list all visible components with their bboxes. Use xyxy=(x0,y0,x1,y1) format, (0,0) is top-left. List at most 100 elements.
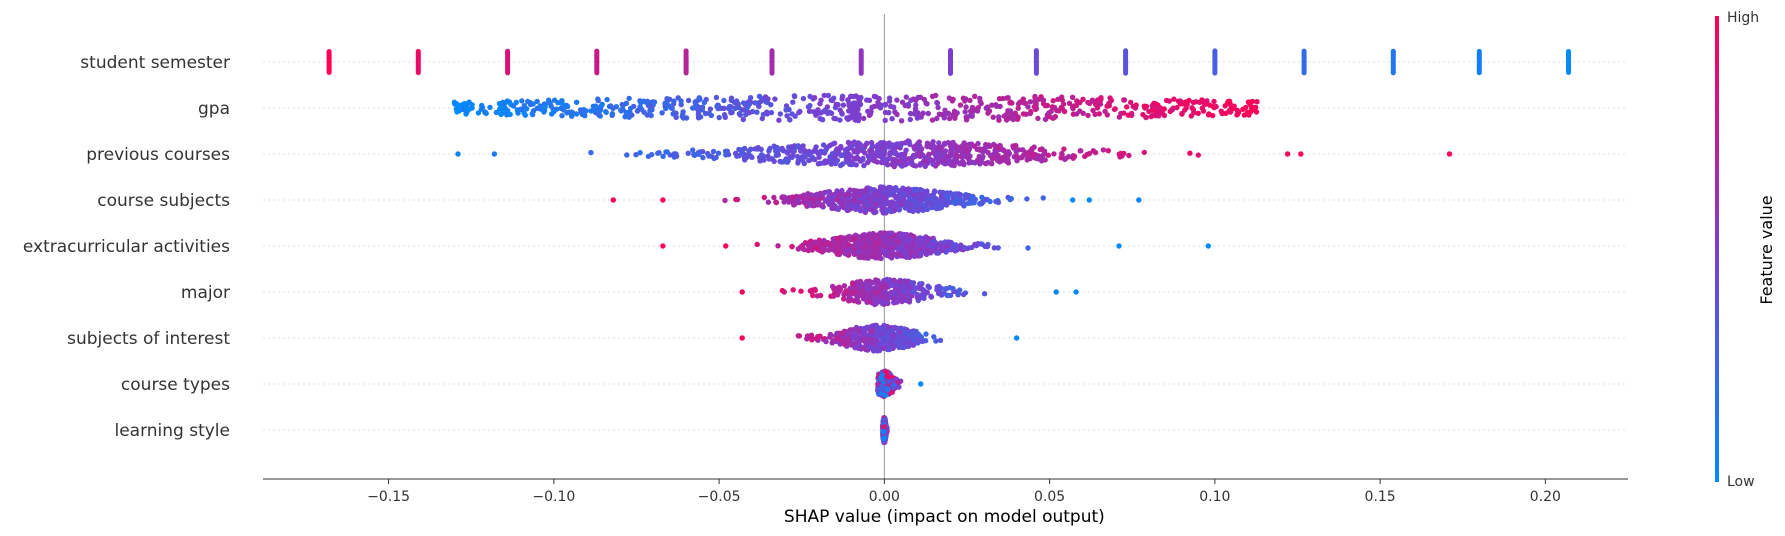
shap-point xyxy=(807,108,813,114)
shap-point xyxy=(880,280,886,286)
shap-point xyxy=(769,48,775,76)
shap-point xyxy=(1219,110,1225,117)
shap-point xyxy=(864,286,871,292)
shap-point xyxy=(824,159,830,165)
shap-point xyxy=(972,93,978,100)
shap-point xyxy=(588,108,594,114)
shap-point xyxy=(962,98,968,104)
shap-point xyxy=(1116,243,1122,249)
shap-point xyxy=(886,140,892,146)
shap-point xyxy=(802,196,808,202)
shap-point xyxy=(1150,112,1156,119)
shap-point xyxy=(887,230,893,236)
shap-point xyxy=(949,140,956,146)
x-tick-label: −0.10 xyxy=(532,489,575,505)
shap-point xyxy=(961,200,967,207)
shap-point xyxy=(848,248,854,254)
shap-point xyxy=(938,204,945,211)
shap-point xyxy=(923,234,929,240)
shap-point xyxy=(801,160,807,167)
shap-point xyxy=(919,191,925,197)
shap-point xyxy=(807,241,813,248)
shap-point xyxy=(1136,197,1142,203)
shap-point xyxy=(860,337,866,344)
shap-point xyxy=(941,115,947,121)
shap-point xyxy=(789,111,795,117)
shap-point xyxy=(841,296,847,302)
shap-point xyxy=(860,155,866,162)
shap-point xyxy=(735,101,741,107)
shap-point xyxy=(510,103,517,109)
shap-point xyxy=(515,110,521,116)
shap-point xyxy=(537,103,543,109)
shap-point xyxy=(740,100,747,106)
shap-point xyxy=(846,102,852,109)
shap-point xyxy=(734,153,740,159)
shap-point xyxy=(502,105,508,111)
shap-point xyxy=(891,104,897,110)
shap-point xyxy=(695,109,702,115)
shap-point xyxy=(1013,152,1019,158)
shap-point xyxy=(938,193,945,200)
shap-point xyxy=(844,147,851,153)
shap-point xyxy=(1060,101,1067,107)
shap-point xyxy=(659,110,665,116)
shap-point xyxy=(991,245,997,251)
shap-point xyxy=(963,148,970,154)
shap-point xyxy=(866,298,872,305)
shap-point xyxy=(1182,107,1188,113)
shap-point xyxy=(889,252,896,258)
shap-point xyxy=(886,95,893,101)
shap-point xyxy=(911,144,917,150)
shap-point xyxy=(1030,152,1037,158)
shap-point xyxy=(882,423,888,430)
shap-point xyxy=(664,149,670,155)
shap-point xyxy=(945,198,952,204)
shap-point xyxy=(918,381,924,387)
shap-point xyxy=(759,115,765,122)
shap-point xyxy=(610,197,616,203)
shap-point xyxy=(937,337,944,344)
shap-point xyxy=(878,159,885,166)
shap-point xyxy=(842,197,848,203)
shap-point xyxy=(1205,112,1212,118)
shap-point xyxy=(478,106,485,112)
shap-point xyxy=(966,113,973,119)
shap-point xyxy=(953,151,959,157)
shap-point xyxy=(953,191,959,197)
shap-point xyxy=(1098,96,1104,103)
shap-point xyxy=(780,148,787,154)
x-tick-label: −0.15 xyxy=(367,489,410,505)
shap-point xyxy=(858,346,864,352)
shap-point xyxy=(940,245,946,251)
shap-point xyxy=(1195,110,1201,117)
shap-point xyxy=(1073,111,1080,117)
shap-point xyxy=(1111,106,1118,113)
shap-point xyxy=(817,116,823,122)
shap-point xyxy=(872,194,878,200)
shap-point xyxy=(1055,96,1061,103)
shap-point xyxy=(926,242,932,248)
shap-point xyxy=(850,280,856,286)
shap-point xyxy=(923,158,929,164)
shap-point xyxy=(546,97,552,103)
shap-point xyxy=(691,152,697,158)
shap-point xyxy=(903,332,909,338)
shap-point xyxy=(925,110,931,117)
shap-point xyxy=(1070,197,1076,203)
shap-point xyxy=(815,161,822,167)
shap-point xyxy=(529,110,535,117)
shap-point xyxy=(900,285,906,291)
shap-point xyxy=(725,151,732,158)
shap-point xyxy=(884,189,891,195)
shap-point xyxy=(928,293,934,299)
shap-point xyxy=(860,330,867,336)
x-tick-label: 0.15 xyxy=(1365,489,1396,505)
shap-point xyxy=(698,105,704,111)
shap-point xyxy=(967,97,973,104)
shap-point xyxy=(667,96,673,103)
shap-point xyxy=(795,246,801,252)
shap-point xyxy=(527,101,534,108)
shap-point xyxy=(811,109,817,115)
shap-point xyxy=(461,100,468,107)
